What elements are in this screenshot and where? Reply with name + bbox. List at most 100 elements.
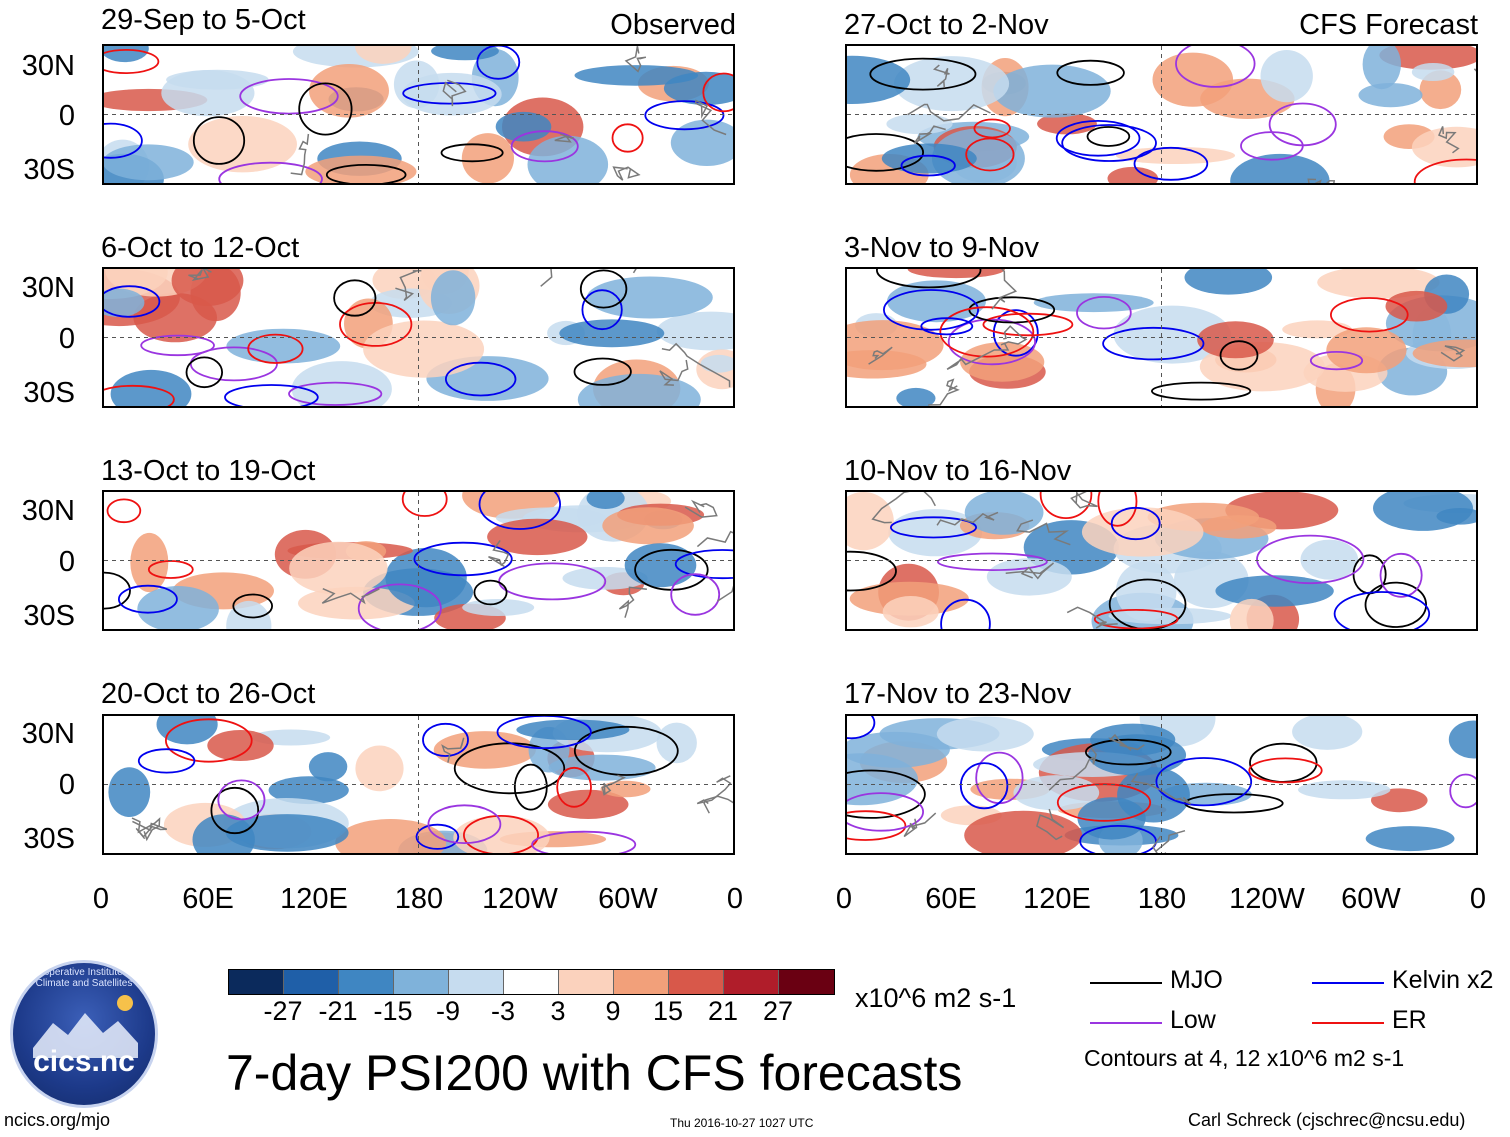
wave-contour	[1093, 609, 1179, 629]
psi-anomaly-blob	[847, 731, 950, 768]
psi-anomaly-blob	[355, 46, 412, 64]
wave-contour	[463, 815, 539, 853]
wave-contour	[847, 810, 907, 841]
colorbar-box-1	[284, 970, 339, 994]
y-tick-30s-1: 30S	[23, 154, 75, 186]
x-tick-right-0: 0	[835, 883, 853, 915]
psi-anomaly-blob	[385, 547, 467, 608]
panel-title-fc-3: 10-Nov to 16-Nov	[844, 455, 1072, 487]
psi-anomaly-blob	[104, 46, 149, 63]
coastline	[442, 79, 467, 107]
wave-contour	[847, 769, 926, 819]
colorbar-box-10	[779, 970, 834, 994]
map-panel-fc-3	[845, 490, 1478, 631]
wave-contour	[1084, 738, 1172, 766]
psi-anomaly-blob	[207, 730, 274, 761]
psi-anomaly-blob	[1371, 788, 1428, 813]
coastline	[907, 103, 991, 122]
footer-url[interactable]: ncics.org/mjo	[4, 1110, 111, 1130]
wave-contour	[232, 593, 274, 619]
coastline	[871, 492, 936, 524]
psi-anomaly-blob	[577, 373, 701, 406]
coastline	[661, 342, 731, 388]
coastline	[624, 46, 647, 73]
legend-label-low: Low	[1170, 1006, 1216, 1034]
psi-anomaly-blob	[1298, 780, 1391, 800]
colorbar-tick-0: -27	[263, 996, 303, 1026]
wave-contour	[1240, 131, 1304, 161]
psi-anomaly-blob	[527, 135, 609, 183]
psi-anomaly-blob	[166, 69, 269, 90]
map-panel-fc-2	[845, 267, 1478, 408]
wave-contour	[1175, 46, 1256, 88]
wave-contour	[106, 498, 142, 524]
map-field	[847, 46, 1476, 183]
wave-contour	[531, 830, 637, 853]
x-tick-left-120w: 120W	[482, 883, 558, 915]
colorbar-box-6	[559, 970, 614, 994]
wave-contour	[847, 792, 924, 832]
wave-contour	[1155, 757, 1253, 807]
wave-contour	[217, 779, 266, 821]
wave-contour	[165, 718, 253, 763]
coastline	[618, 586, 647, 618]
psi-anomaly-blob	[268, 776, 349, 805]
psi-anomaly-blob	[453, 815, 550, 853]
psi-anomaly-blob	[547, 789, 629, 819]
wave-contour	[965, 137, 1015, 172]
wave-contour	[940, 598, 991, 629]
y-tick-0-4: 0	[58, 769, 75, 801]
x-tick-left-180: 180	[394, 883, 444, 915]
wave-contour	[339, 302, 413, 347]
wave-contour	[104, 122, 143, 159]
wave-contour	[445, 361, 517, 397]
psi-anomaly-blob	[1362, 46, 1401, 90]
psi-anomaly-blob	[559, 319, 665, 348]
psi-anomaly-blob	[600, 780, 651, 798]
wave-contour	[192, 116, 246, 165]
psi-anomaly-blob	[462, 599, 535, 616]
coastline	[290, 133, 310, 176]
psi-anomaly-blob	[226, 600, 272, 629]
wave-contour	[288, 381, 383, 406]
wave-contour	[1056, 59, 1125, 86]
colorbar-box-2	[339, 970, 394, 994]
logo-graphic	[33, 995, 138, 1058]
wave-contour	[185, 356, 223, 389]
psi-anomaly-blob	[1300, 539, 1359, 580]
coastline	[540, 269, 553, 287]
psi-anomaly-blob	[907, 269, 1005, 279]
psi-anomaly-blob	[602, 507, 694, 545]
forecast-label: CFS Forecast	[1299, 9, 1478, 41]
wave-contour	[883, 289, 979, 331]
y-tick-0-3: 0	[58, 546, 75, 578]
psi-anomaly-blob	[171, 269, 244, 306]
footer-timestamp: Thu 2016-10-27 1027 UTC	[670, 1116, 814, 1130]
coastline	[684, 499, 718, 518]
psi-anomaly-blob	[1197, 321, 1274, 359]
map-field	[104, 716, 733, 853]
logo-arc-text: Cooperative Institute for Climate and Sa…	[30, 967, 138, 989]
wave-contour	[498, 562, 607, 601]
y-tick-30s-3: 30S	[23, 600, 75, 632]
psi-anomaly-blob	[1411, 63, 1455, 81]
wave-contour	[1248, 757, 1323, 784]
wave-contour	[1133, 146, 1209, 181]
wave-contour	[947, 318, 1036, 366]
psi-anomaly-blob	[1411, 126, 1476, 168]
coastline	[554, 133, 574, 143]
coastline	[632, 269, 637, 274]
wave-contour	[869, 57, 977, 91]
figure-title: 7-day PSI200 with CFS forecasts	[226, 1045, 963, 1101]
panel-title-fc-4: 17-Nov to 23-Nov	[844, 678, 1072, 710]
y-tick-30n-4: 30N	[21, 718, 75, 750]
psi-anomaly-blob	[104, 288, 145, 317]
coastline	[696, 530, 733, 548]
y-tick-30n-2: 30N	[21, 272, 75, 304]
coastline	[1016, 519, 1071, 546]
psi-anomaly-blob	[574, 65, 699, 86]
psi-anomaly-blob	[586, 492, 625, 509]
legend-label-kelvin: Kelvin x2	[1392, 966, 1494, 994]
psi-anomaly-blob	[156, 716, 218, 745]
psi-anomaly-blob	[1230, 153, 1330, 183]
